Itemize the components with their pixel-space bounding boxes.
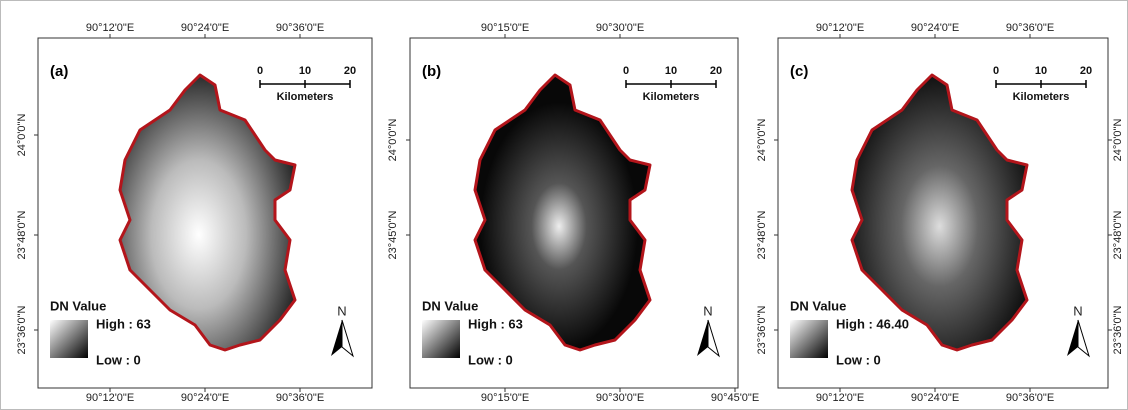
scale-unit: Kilometers [1013,91,1070,103]
legend-ramp [790,320,828,358]
right-coordinate: 23°36'0"N [1112,305,1124,354]
north-arrow [707,319,720,358]
top-coordinate: 90°12'0"E [816,22,864,34]
legend-low: Low : 0 [836,352,881,367]
panel-label: (a) [50,63,68,80]
top-coordinate: 90°15'0"E [481,22,529,34]
left-coordinate: 23°48'0"N [16,210,28,259]
scale-label: 10 [1035,65,1047,77]
top-coordinate: 90°12'0"E [86,22,134,34]
right-coordinate: 23°48'0"N [1112,210,1124,259]
legend-high: High : 46.40 [836,316,909,331]
north-label: N [703,303,712,318]
top-coordinate: 90°24'0"E [181,22,229,34]
panel-label: (c) [790,63,808,80]
scale-label: 0 [993,65,999,77]
left-coordinate: 23°36'0"N [16,305,28,354]
bottom-coordinate: 90°30'0"E [596,392,644,404]
north-arrow [697,320,708,356]
north-arrow [1077,319,1090,358]
bottom-coordinate: 90°45'0"E [711,392,759,404]
right-coordinate: 24°0'0"N [1112,119,1124,162]
bottom-coordinate: 90°24'0"E [911,392,959,404]
legend-title: DN Value [422,298,478,313]
left-coordinate: 23°45'0"N [387,210,399,259]
legend-high: High : 63 [96,316,151,331]
bottom-coordinate: 90°36'0"E [276,392,324,404]
legend-high: High : 63 [468,316,523,331]
study-area [473,73,652,352]
scale-label: 20 [344,65,356,77]
bottom-coordinate: 90°24'0"E [181,392,229,404]
top-coordinate: 90°36'0"E [1006,22,1054,34]
left-coordinate: 24°0'0"N [756,119,768,162]
legend-ramp [50,320,88,358]
scale-label: 10 [299,65,311,77]
top-coordinate: 90°30'0"E [596,22,644,34]
legend-ramp [422,320,460,358]
top-coordinate: 90°24'0"E [911,22,959,34]
north-label: N [337,303,346,318]
left-coordinate: 24°0'0"N [16,114,28,157]
panel-label: (b) [422,63,441,80]
scale-label: 0 [623,65,629,77]
scale-label: 20 [710,65,722,77]
bottom-coordinate: 90°15'0"E [481,392,529,404]
legend-title: DN Value [790,298,846,313]
north-arrow [331,320,342,356]
study-area [850,73,1029,352]
north-arrow [1067,320,1078,356]
left-coordinate: 24°0'0"N [387,119,399,162]
scale-label: 20 [1080,65,1092,77]
legend-low: Low : 0 [96,352,141,367]
top-coordinate: 90°36'0"E [276,22,324,34]
bottom-coordinate: 90°12'0"E [86,392,134,404]
left-coordinate: 23°48'0"N [756,210,768,259]
legend-title: DN Value [50,298,106,313]
left-coordinate: 23°36'0"N [756,305,768,354]
north-arrow [341,319,354,358]
scale-unit: Kilometers [643,91,700,103]
bottom-coordinate: 90°36'0"E [1006,392,1054,404]
scale-unit: Kilometers [277,91,334,103]
study-area [118,73,297,352]
north-label: N [1073,303,1082,318]
scale-label: 0 [257,65,263,77]
scale-label: 10 [665,65,677,77]
legend-low: Low : 0 [468,352,513,367]
bottom-coordinate: 90°12'0"E [816,392,864,404]
